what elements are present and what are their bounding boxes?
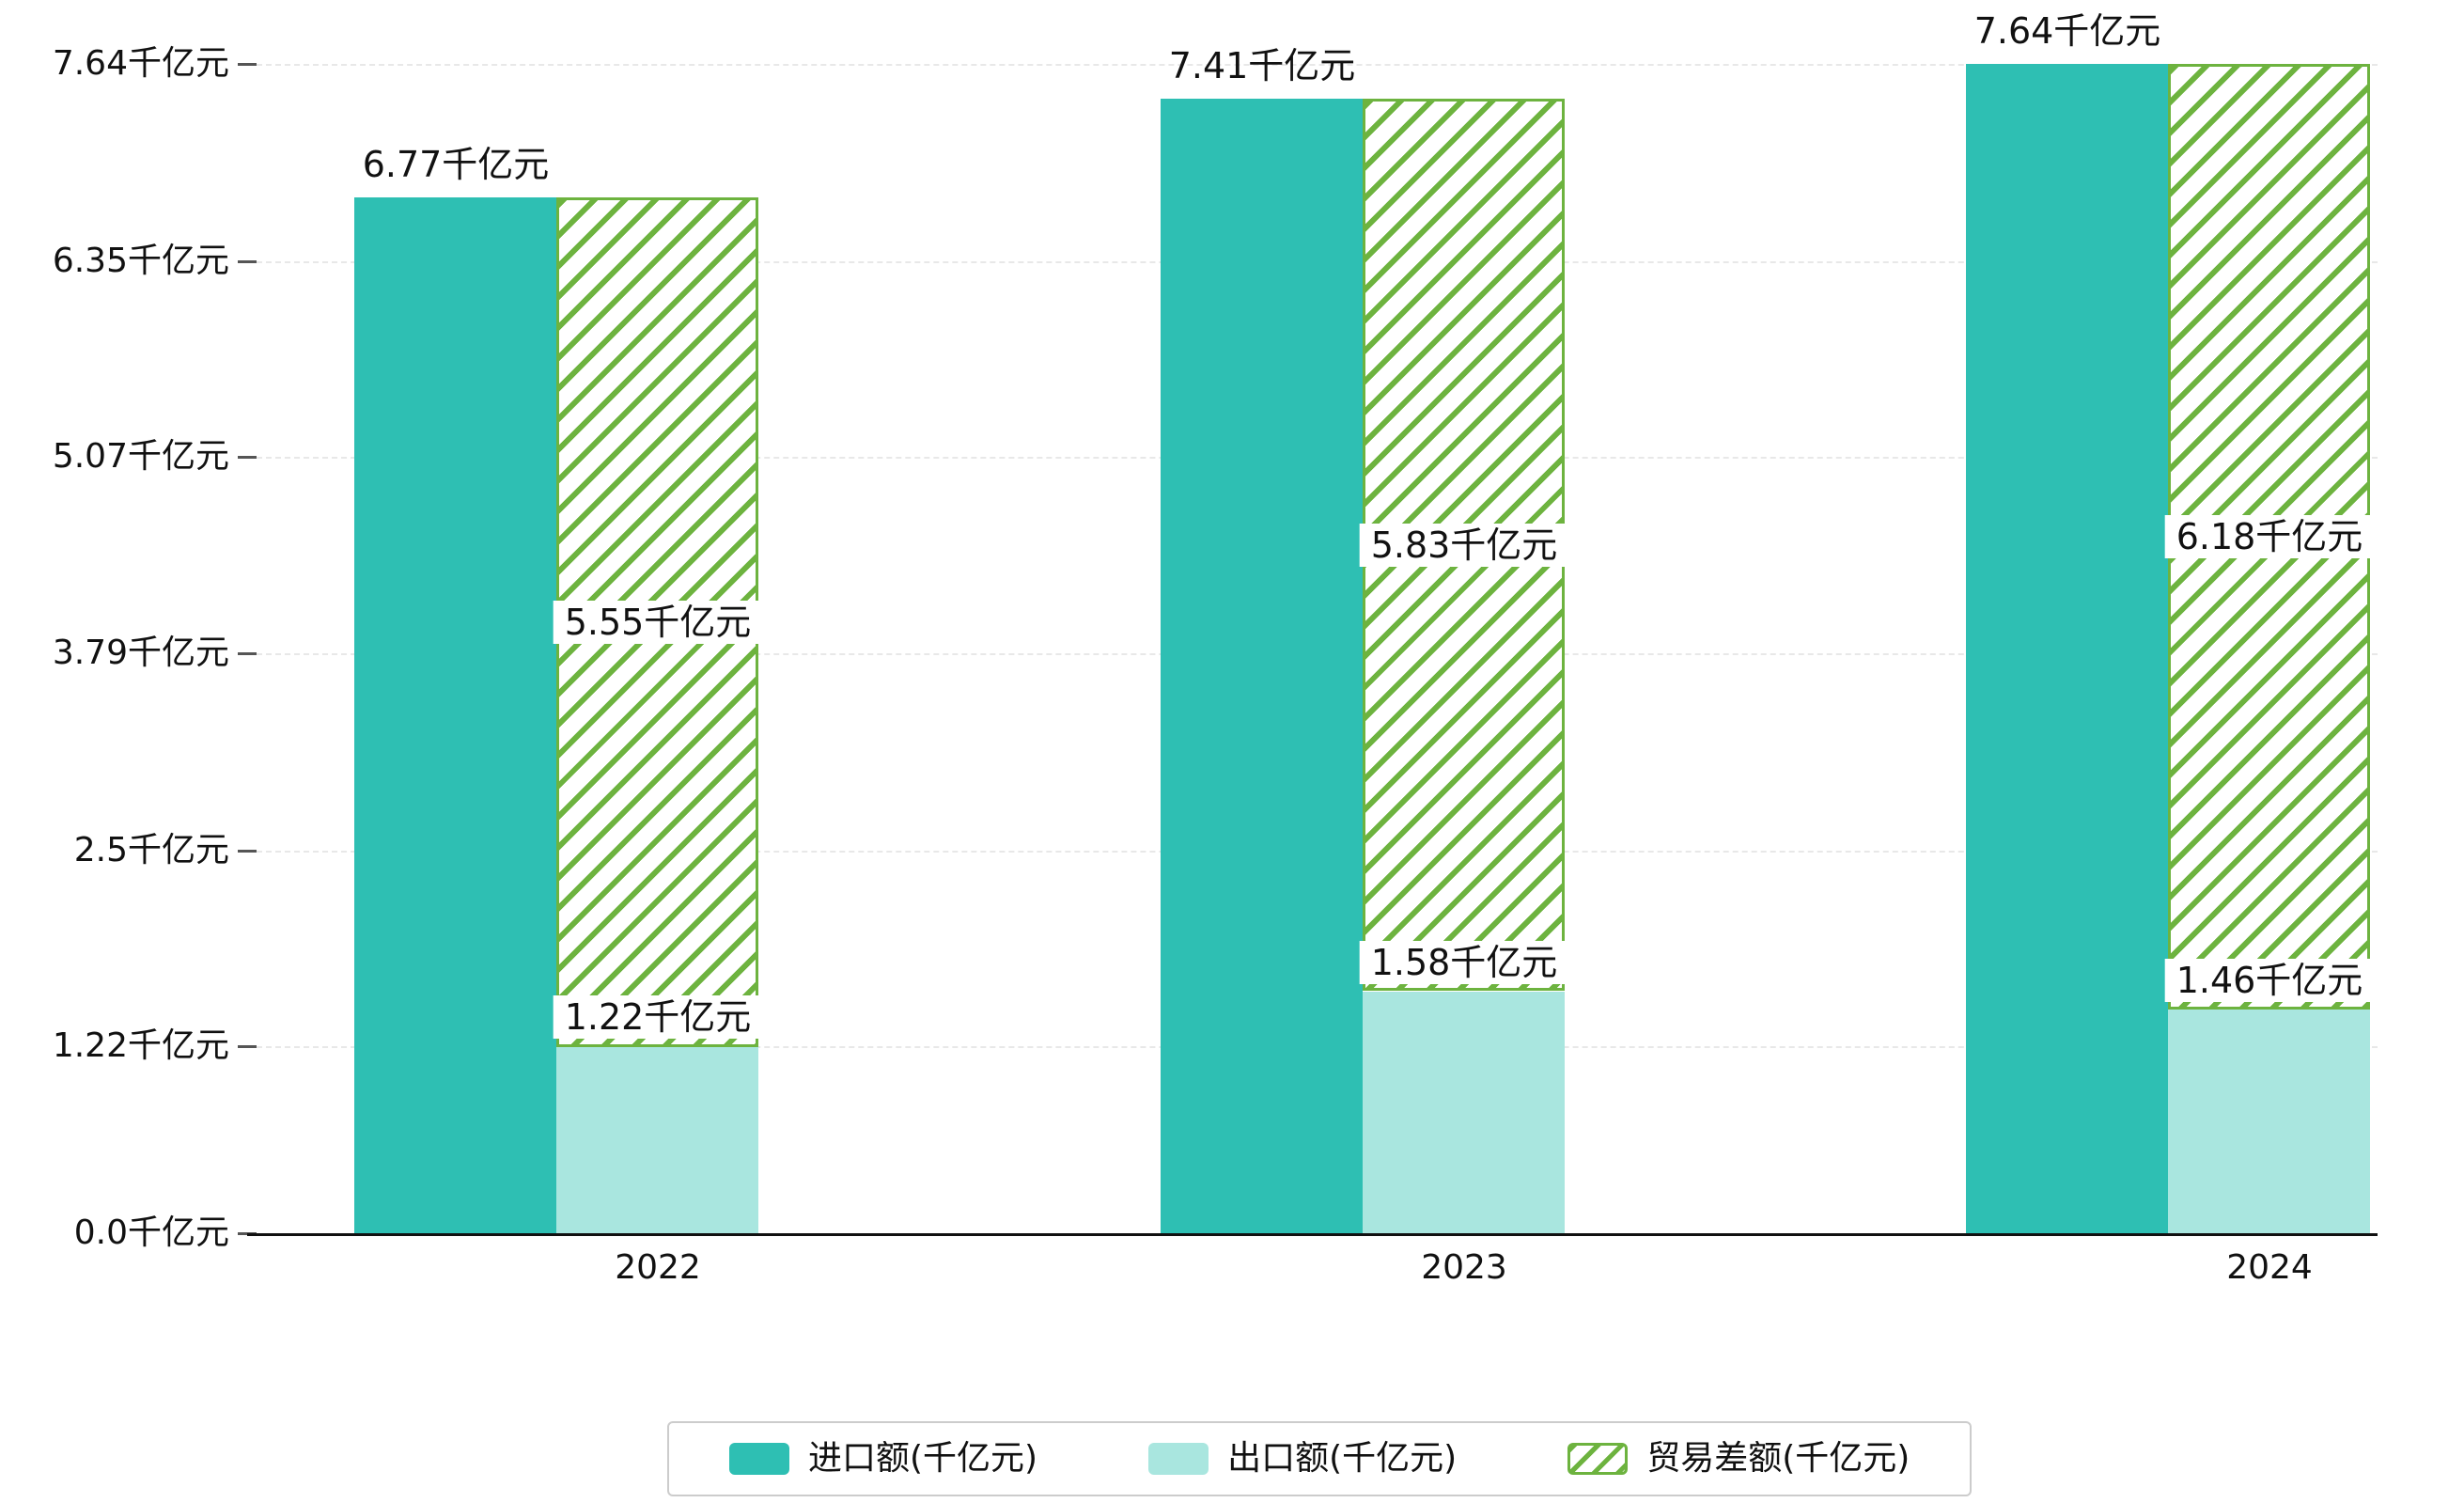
balance-series-hatch-swatch (1567, 1443, 1629, 1475)
export-bar[interactable] (2168, 1010, 2370, 1233)
y-axis-tick (238, 652, 257, 655)
y-axis-tick-label: 5.07千亿元 (52, 437, 229, 476)
y-axis-tick (238, 850, 257, 853)
legend-label-export: 出口额(千亿元) (1227, 1439, 1458, 1478)
import-bar[interactable] (1966, 64, 2168, 1233)
import-bar[interactable] (354, 197, 556, 1233)
legend-label-import: 进口额(千亿元) (808, 1439, 1038, 1478)
y-axis-tick (238, 456, 257, 459)
x-category-label: 2023 (1421, 1248, 1507, 1287)
y-gridline (247, 64, 2378, 66)
y-axis-tick-label: 0.0千亿元 (73, 1213, 229, 1252)
x-category-label: 2024 (2226, 1248, 2313, 1287)
export-value-label: 1.46千亿元 (2164, 959, 2375, 1002)
import-value-label: 7.41千亿元 (1168, 45, 1356, 86)
x-category-label: 2022 (615, 1248, 701, 1287)
export-bar[interactable] (1363, 992, 1565, 1233)
balance-value-label: 5.83千亿元 (1359, 524, 1569, 567)
balance-value-label: 6.18千亿元 (2164, 515, 2375, 558)
import-bar[interactable] (1161, 99, 1363, 1233)
legend-label-balance: 贸易差额(千亿元) (1646, 1439, 1910, 1478)
export-series-swatch (1148, 1443, 1209, 1475)
y-axis-tick-label: 2.5千亿元 (73, 831, 229, 869)
y-axis-tick-label: 3.79千亿元 (52, 634, 229, 672)
legend-item-export[interactable]: 出口额(千亿元) (1148, 1439, 1457, 1479)
y-axis-tick-label: 7.64千亿元 (52, 44, 229, 83)
export-value-label: 1.58千亿元 (1359, 941, 1569, 984)
legend: 进口额(千亿元) 出口额(千亿元) 贸易差额(千亿元) (667, 1421, 1973, 1496)
y-axis-tick (238, 1045, 257, 1048)
y-axis-tick (238, 260, 257, 263)
import-value-label: 6.77千亿元 (362, 144, 550, 185)
import-series-swatch (729, 1443, 789, 1475)
balance-value-label: 5.55千亿元 (553, 601, 763, 644)
y-axis-tick-label: 6.35千亿元 (52, 242, 229, 280)
y-axis-tick-label: 1.22千亿元 (52, 1026, 229, 1065)
import-value-label: 7.64千亿元 (1973, 10, 2161, 52)
export-bar[interactable] (556, 1046, 758, 1233)
x-axis-line (247, 1233, 2378, 1236)
y-axis-tick (238, 63, 257, 66)
legend-item-balance[interactable]: 贸易差额(千亿元) (1567, 1439, 1910, 1479)
export-value-label: 1.22千亿元 (553, 995, 763, 1039)
legend-item-import[interactable]: 进口额(千亿元) (729, 1439, 1037, 1479)
